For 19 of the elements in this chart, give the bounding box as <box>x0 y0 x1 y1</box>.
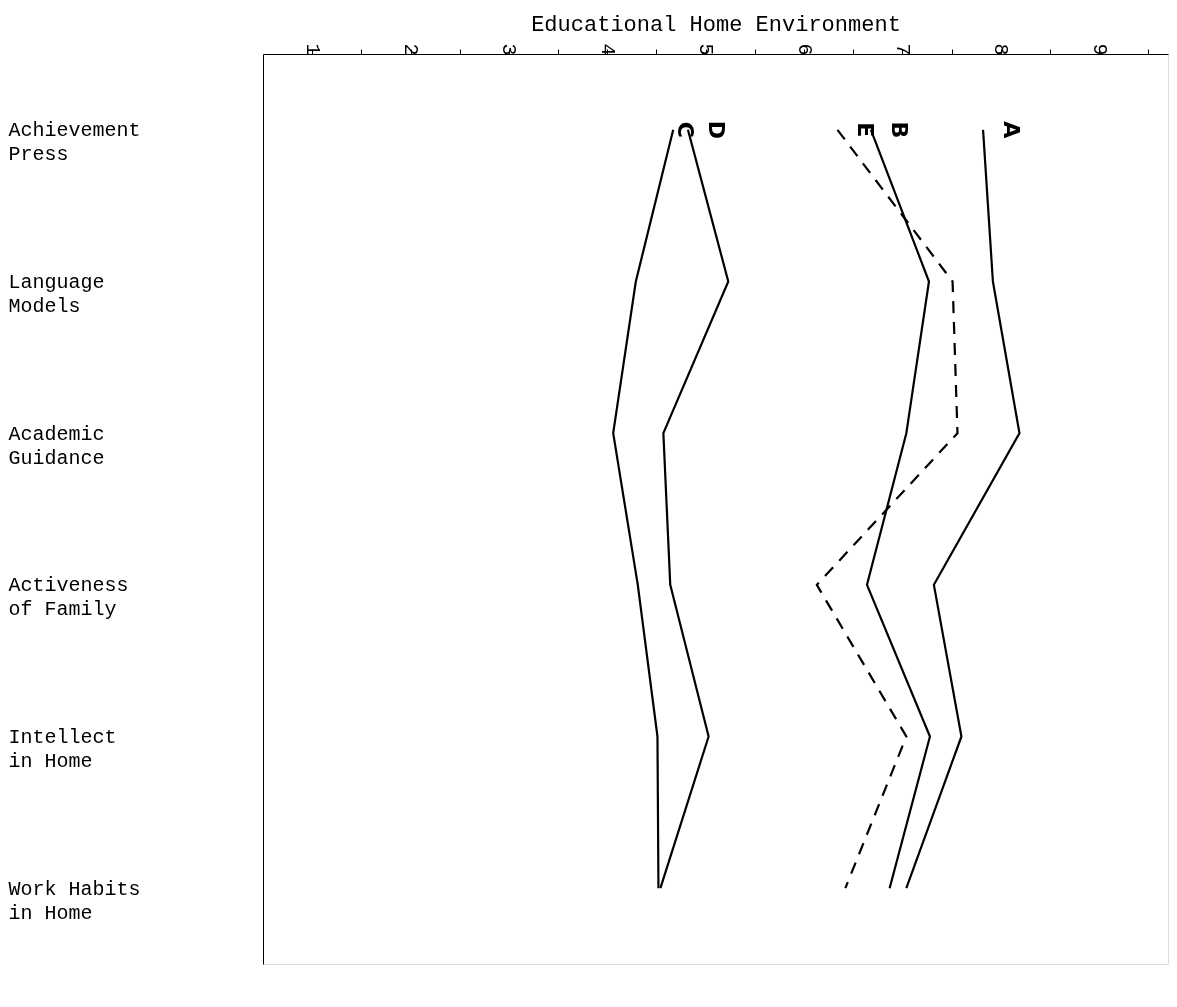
x-tick-label: 1 <box>300 43 324 56</box>
y-tick-label: Work Habits in Home <box>8 877 141 925</box>
text: D <box>703 120 729 139</box>
x-axis-title: Educational Home Environment <box>531 12 901 38</box>
x-tick-label: 2 <box>399 43 423 56</box>
y-tick-label: Activeness of Family <box>8 574 129 622</box>
x-tick-label: 8 <box>989 43 1013 56</box>
text: A <box>999 121 1025 139</box>
x-tick-label: 6 <box>792 43 816 56</box>
x-tick-label: 4 <box>595 43 619 56</box>
text: E <box>853 122 879 138</box>
y-tick-label: Academic Guidance <box>8 422 105 470</box>
y-tick-label: Language Models <box>8 271 105 318</box>
x-tick-label: 5 <box>694 43 718 56</box>
y-tick-label: Intellect in Home <box>8 726 117 773</box>
y-tick-label: Achievement Press <box>8 119 141 167</box>
text: C <box>673 121 699 138</box>
x-tick-label: 7 <box>890 43 914 56</box>
text: B <box>886 121 912 139</box>
